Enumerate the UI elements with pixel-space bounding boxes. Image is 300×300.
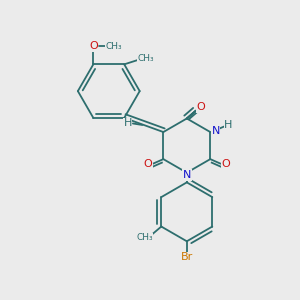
Text: N: N	[212, 126, 220, 136]
Text: O: O	[196, 102, 205, 112]
Text: Br: Br	[181, 253, 193, 262]
Text: O: O	[221, 158, 230, 169]
Text: CH₃: CH₃	[136, 233, 153, 242]
Text: H: H	[224, 120, 233, 130]
Text: O: O	[89, 41, 98, 51]
Text: CH₃: CH₃	[106, 42, 122, 51]
Text: O: O	[144, 158, 152, 169]
Text: CH₃: CH₃	[137, 54, 154, 63]
Text: N: N	[183, 170, 191, 180]
Text: H: H	[123, 118, 132, 128]
